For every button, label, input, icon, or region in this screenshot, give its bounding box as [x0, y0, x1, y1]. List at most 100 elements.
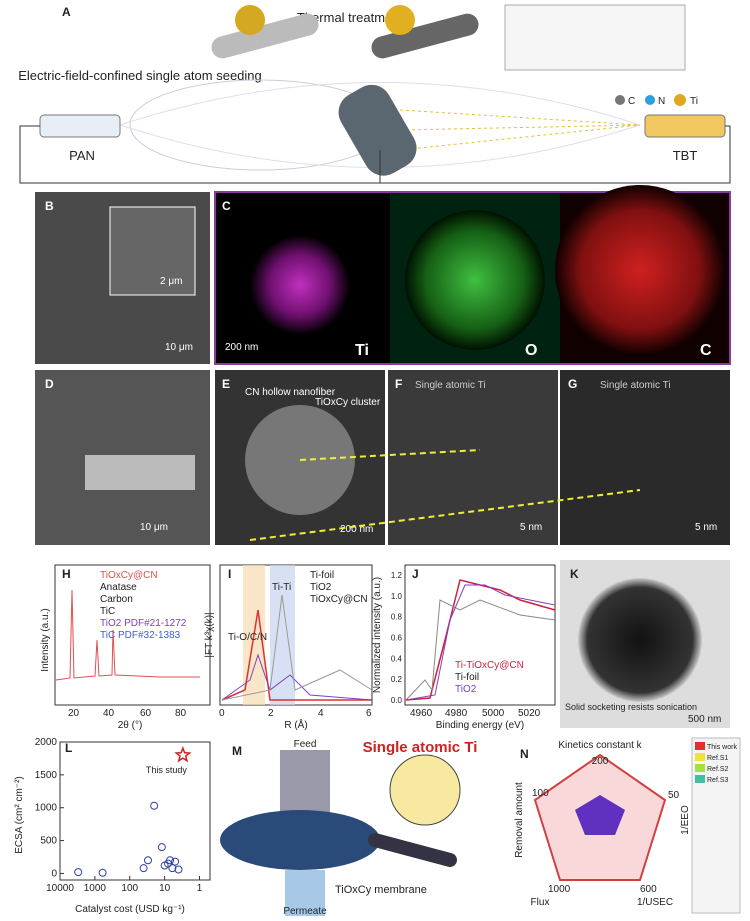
x-tick: 5000 — [482, 708, 505, 719]
legend-text: Anatase — [100, 582, 137, 593]
axes — [219, 564, 373, 706]
point — [168, 864, 177, 873]
membrane — [220, 810, 380, 870]
point — [174, 865, 183, 874]
radar-tick: 1000 — [548, 884, 571, 895]
panel-h: H Intensity (a.u.) 2θ (°) 20 40 60 80 Ti… — [40, 564, 211, 731]
panel-l: L ECSA (cm² cm⁻²) Catalyst cost (USD kg⁻… — [14, 737, 211, 915]
point — [143, 856, 152, 865]
legend-text: This work — [707, 744, 737, 751]
x-tick: 0 — [219, 708, 225, 719]
panel-label: H — [62, 567, 71, 581]
collector — [338, 84, 417, 176]
panel-i: I |FT k³χ(k)| R (Å) 0 2 4 6 Ti-foil TiO2… — [204, 564, 373, 731]
fiber — [371, 13, 479, 59]
panel-label: K — [570, 567, 579, 581]
highlight-label: This study — [146, 765, 188, 775]
x-tick: 4960 — [410, 708, 433, 719]
fiber-section — [389, 754, 461, 826]
scale-label: 10 μm — [140, 522, 168, 533]
panel-label: L — [65, 741, 72, 755]
stem-image — [388, 370, 558, 545]
panel-label: A — [62, 5, 71, 19]
axis-label: 1/USEC — [637, 897, 673, 908]
permeate-label: Permeate — [283, 906, 327, 916]
point — [157, 843, 166, 852]
x-tick: 60 — [140, 708, 152, 719]
x-label: R (Å) — [284, 718, 307, 731]
xanes-curve — [405, 579, 556, 701]
x-label: Catalyst cost (USD kg⁻¹) — [75, 904, 185, 915]
graphene-sheet — [504, 4, 686, 71]
legend-text: Ref.S2 — [707, 766, 729, 773]
y-label: Normalized intensity (a.u.) — [372, 577, 383, 693]
radar-tick: 600 — [640, 884, 657, 895]
x-tick: 20 — [68, 708, 80, 719]
axis-label: Kinetics constant k — [558, 740, 642, 751]
y-tick: 0.6 — [391, 634, 403, 643]
inset — [109, 206, 196, 296]
axes — [59, 741, 211, 881]
x-tick: 1000 — [84, 883, 107, 894]
legend-text: Carbon — [100, 594, 133, 605]
x-tick: 10 — [159, 883, 171, 894]
panel-label: D — [45, 377, 54, 391]
legend-dot — [615, 95, 625, 105]
scale-label: 10 μm — [165, 342, 193, 353]
panel-label: M — [232, 744, 242, 758]
axis-label: Flux — [531, 897, 550, 908]
legend-text: TiO2 — [310, 582, 332, 593]
x-tick: 40 — [103, 708, 115, 719]
x-tick: 5020 — [518, 708, 541, 719]
field-dots — [399, 109, 641, 151]
y-tick: 0.8 — [391, 613, 403, 622]
y-tick: 0.0 — [391, 696, 403, 705]
circuit — [19, 125, 731, 184]
legend-text: TiO2 PDF#21-1272 — [100, 618, 187, 629]
point — [160, 861, 169, 870]
legend-text: TiC — [100, 606, 115, 617]
legend-text: Ref.S1 — [707, 755, 729, 762]
axes — [54, 564, 211, 706]
annotation: CN hollow nanofiber — [245, 387, 336, 398]
map-label: C — [700, 342, 712, 359]
fiber — [211, 13, 319, 59]
panel-title: Single atomic Ti — [600, 380, 671, 391]
o-blob — [405, 210, 545, 350]
point — [166, 856, 175, 865]
permeate-stream — [285, 870, 325, 916]
point — [139, 864, 148, 873]
y-tick: 1000 — [35, 803, 58, 814]
panel-label: E — [222, 377, 230, 391]
highlight-point — [174, 746, 192, 763]
scale-label: 2 μm — [160, 276, 182, 287]
syringe — [39, 114, 121, 138]
y-label: Intensity (a.u.) — [40, 608, 51, 671]
legend-text: Ref.S3 — [707, 777, 729, 784]
legend-text: TiOxCy@CN — [100, 570, 158, 581]
x-tick: 80 — [175, 708, 187, 719]
y-tick: 500 — [40, 836, 57, 847]
panel-label: F — [395, 377, 402, 391]
x-tick: 4980 — [445, 708, 468, 719]
legend-text: TiC PDF#32-1383 — [100, 630, 181, 641]
annotation: TiOxCy cluster — [315, 397, 381, 408]
syringe-label: TBT — [673, 148, 698, 163]
point — [150, 801, 159, 810]
xanes-curve — [405, 584, 556, 701]
x-label: 2θ (°) — [118, 720, 143, 731]
scale-label: 200 nm — [340, 524, 373, 535]
x-tick: 4 — [318, 708, 324, 719]
ft-curve — [221, 594, 373, 701]
legend-text: Ti-foil — [310, 570, 334, 581]
panel-label: I — [228, 567, 231, 581]
radar-tick: 100 — [532, 788, 549, 799]
c-blob — [555, 185, 725, 355]
panel-label: G — [568, 377, 577, 391]
xrd-curve — [55, 589, 200, 681]
ft-curve — [221, 609, 372, 701]
caption: Solid socketing resists sonication — [565, 702, 697, 712]
fiber — [368, 833, 457, 867]
